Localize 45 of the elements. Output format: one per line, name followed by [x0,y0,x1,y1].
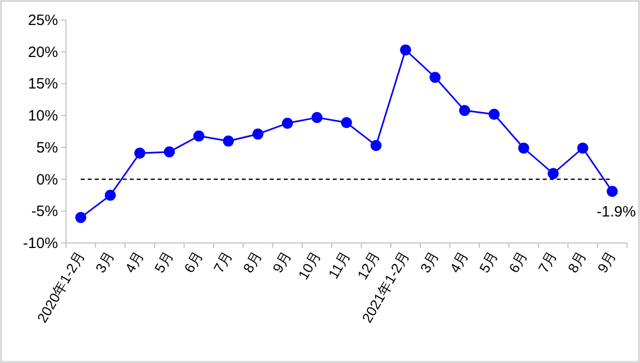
point [193,130,204,142]
x-tick-label: 4月 [122,248,146,276]
point [75,212,86,224]
point [282,118,293,129]
x-tick-label: 6月 [180,248,206,276]
y-tick-label: 10% [28,108,58,125]
point [430,72,441,83]
x-tick-label: 6月 [506,248,530,276]
point [134,148,146,159]
y-tick-label: 5% [36,139,58,156]
point [518,142,530,154]
point [459,104,470,116]
y-tick-label: 0% [36,171,58,188]
y-tick-label: 25% [28,12,58,29]
x-tick-label: 5月 [476,248,501,276]
point [548,168,559,180]
point [222,136,234,147]
point [488,108,500,120]
y-tick-label: -10% [22,235,58,252]
data-label: -1.9% [596,203,636,220]
point [164,146,175,158]
point [341,117,352,128]
x-tick-label: 11月 [324,248,354,282]
y-tick-label: -5% [31,203,58,220]
x-tick-label: 9月 [269,248,294,276]
x-tick-label: 8月 [240,248,265,276]
y-tick-label: 20% [28,44,58,61]
point [370,140,382,152]
point [311,112,322,123]
x-tick-label: 5月 [151,248,176,276]
x-tick-label: 7月 [535,248,560,276]
x-tick-label: 10月 [294,248,324,282]
point [252,128,264,140]
point [577,142,588,154]
x-tick-label: 12月 [354,248,383,282]
x-tick-label: 3月 [92,248,117,276]
point [104,190,116,201]
point [400,44,412,56]
x-tick-label: 7月 [210,248,235,276]
point [606,186,618,197]
x-tick-label: 9月 [594,248,619,276]
x-tick-label: 4月 [446,248,472,276]
x-tick-label: 8月 [564,248,590,276]
x-tick-label: 3月 [416,248,442,276]
y-tick-label: 15% [28,76,58,93]
